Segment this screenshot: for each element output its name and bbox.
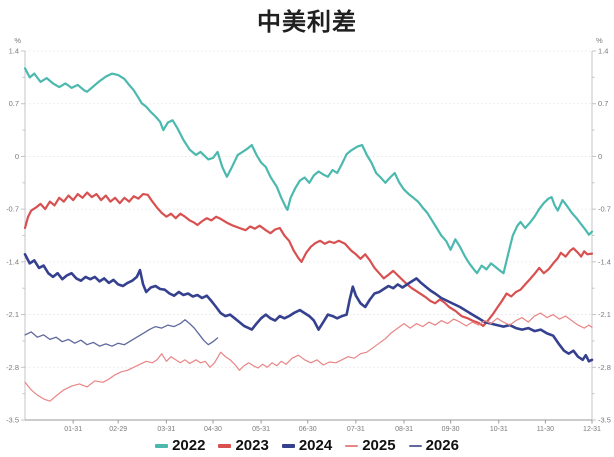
series-line-2024 [23, 253, 594, 363]
x-tick-label: 04-30 [204, 426, 222, 433]
legend-label-2025: 2025 [362, 437, 396, 454]
series-line-2026 [24, 319, 219, 347]
y-tick-label-right: -1.4 [598, 257, 611, 266]
x-tick-label: 12-31 [583, 426, 601, 433]
y-unit-label-left: % [14, 36, 21, 45]
legend-label-2026: 2026 [425, 437, 459, 454]
series-line-2023 [23, 191, 594, 327]
y-tick-label-left: 1.4 [9, 47, 19, 56]
y-tick-label-right: -2.8 [598, 363, 611, 372]
y-unit-label-right: % [596, 36, 603, 45]
legend-swatch-2026 [408, 444, 422, 447]
y-tick-label-right: 0.7 [598, 99, 608, 108]
x-tick-label: 10-31 [490, 426, 508, 433]
legend-swatch-2023 [218, 443, 232, 448]
legend-label-2023: 2023 [235, 437, 269, 454]
legend-item-2023[interactable]: 2023 [218, 437, 269, 454]
legend-label-2024: 2024 [298, 437, 333, 454]
chart-title: 中美利差 [257, 9, 357, 36]
x-tick-label: 09-30 [442, 426, 460, 433]
y-tick-label-right: -3.5 [598, 416, 611, 425]
legend-swatch-2022 [155, 443, 169, 448]
x-tick-label: 02-29 [109, 426, 127, 433]
y-tick-label-left: -1.4 [6, 257, 19, 266]
series-line-2025 [24, 312, 593, 402]
x-tick-label: 07-31 [347, 426, 365, 433]
legend-swatch-2024 [281, 443, 295, 448]
legend-item-2026[interactable]: 2026 [408, 437, 459, 454]
y-tick-label-right: -2.1 [598, 310, 611, 319]
y-tick-label-right: 0 [598, 152, 602, 161]
legend-label-2022: 2022 [172, 437, 206, 454]
series-line-2022 [23, 67, 594, 275]
legend-item-2024[interactable]: 2024 [281, 437, 333, 454]
x-tick-label: 06-30 [299, 426, 317, 433]
legend-item-2022[interactable]: 2022 [155, 437, 205, 454]
x-tick-label: 08-31 [395, 426, 413, 433]
x-tick-label: 01-31 [64, 426, 82, 433]
y-tick-label-right: 1.4 [598, 47, 608, 56]
legend-item-2025[interactable]: 2025 [345, 437, 396, 454]
y-tick-label-left: -2.1 [6, 310, 19, 319]
y-tick-label-left: -2.8 [6, 363, 19, 372]
x-tick-label: 11-30 [537, 426, 554, 433]
x-tick-label: 03-31 [157, 426, 175, 433]
y-tick-label-left: 0.7 [9, 99, 19, 108]
y-tick-label-right: -0.7 [598, 205, 611, 214]
x-tick-label: 05-31 [252, 426, 270, 433]
y-tick-label-left: -0.7 [6, 205, 19, 214]
y-tick-label-left: 0 [15, 152, 19, 161]
y-tick-label-left: -3.5 [6, 416, 19, 425]
chart-legend: 2022 2023 2024 2025 2026 [0, 437, 614, 454]
legend-swatch-2025 [345, 444, 359, 447]
